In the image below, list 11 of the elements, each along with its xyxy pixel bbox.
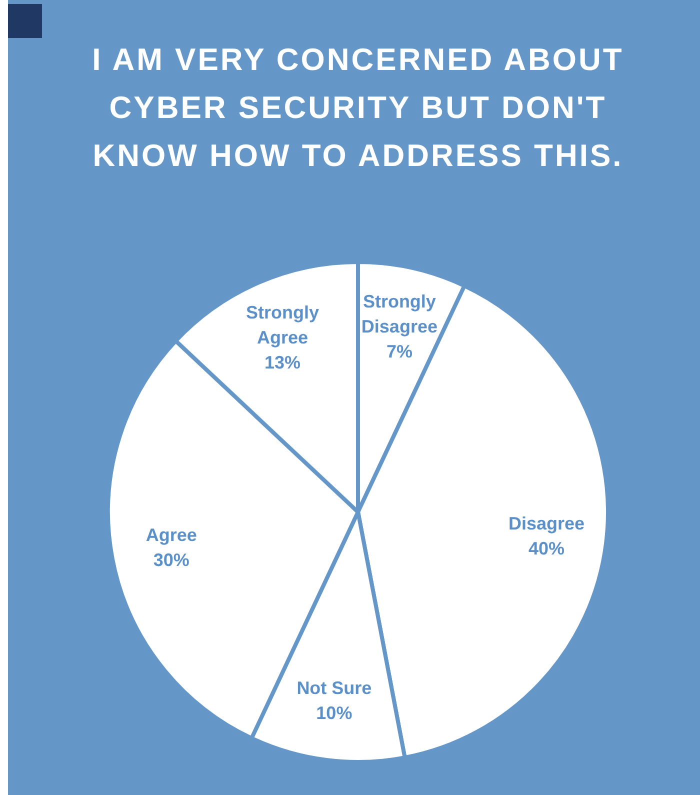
slice-label: Agree [146,525,197,546]
slice-label: Strongly Disagree [361,292,438,337]
slice-label: Not Sure [296,678,372,698]
slice-label: Strongly Agree [246,302,320,348]
chart-title: I AM VERY CONCERNED ABOUT CYBER SECURITY BUT DON'T KNOW HOW TO ADDRESS THIS. [92,42,624,173]
data-label: 40% [528,538,565,558]
data-label: 30% [153,550,190,570]
slice-label: Disagree [508,513,585,534]
data-label: 10% [316,703,352,723]
data-label: 13% [264,352,301,373]
data-label: 7% [386,342,412,362]
